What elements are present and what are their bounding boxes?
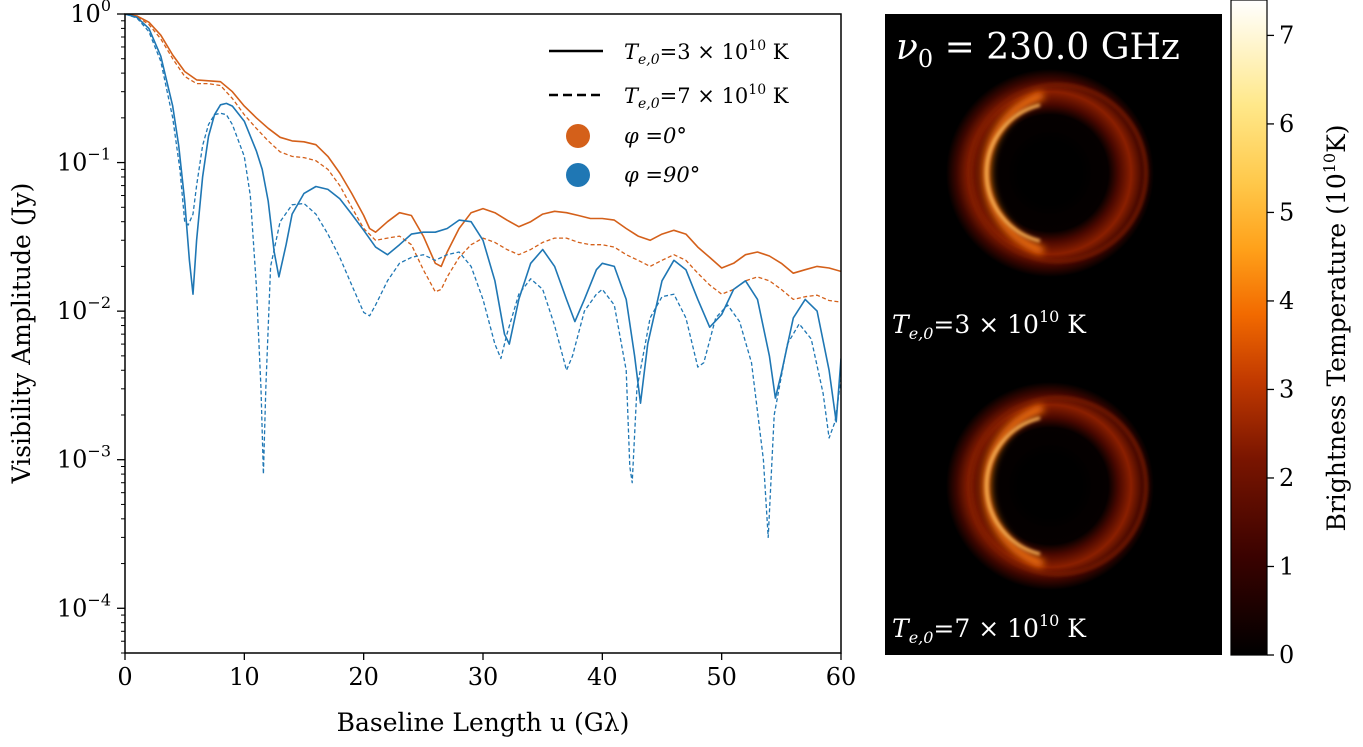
ring-image-te3 <box>946 69 1154 277</box>
x-tick-label: 60 <box>826 663 857 691</box>
series-line-3 <box>125 14 841 539</box>
colorbar-tick-label: 0 <box>1279 641 1294 669</box>
x-tick-label: 30 <box>468 663 499 691</box>
colorbar-frame <box>1230 0 1268 656</box>
colorbar-tick-label: 2 <box>1279 464 1294 492</box>
series-layer <box>125 14 841 539</box>
frequency-title: ν0 = 230.0 GHz <box>896 27 1180 73</box>
x-tick-label: 20 <box>348 663 379 691</box>
y-tick-label: 10−4 <box>57 590 111 622</box>
colorbar-gradient <box>1231 0 1267 655</box>
y-tick-label: 10−2 <box>57 293 111 325</box>
colorbar-tick-label: 6 <box>1279 110 1294 138</box>
colorbar-tick-label: 7 <box>1279 21 1294 49</box>
y-tick-label: 10−1 <box>57 145 111 177</box>
x-axis-ticks: 0 10 20 30 40 50 60 <box>117 653 856 691</box>
legend-entry-phi90: φ =90° <box>624 163 700 187</box>
y-axis-ticks: 100 10−1 10−2 10−3 10−4 <box>57 0 125 654</box>
legend-entry-phi0: φ =0° <box>624 124 687 148</box>
colorbar-tick-label: 1 <box>1279 552 1294 580</box>
ring-image-te7 <box>946 382 1154 590</box>
series-line-2 <box>125 14 841 423</box>
y-tick-label: 100 <box>70 0 111 28</box>
black-hole-image-panel: ν0 = 230.0 GHz Te,0=3 × 1010 K Te,0=7 × … <box>885 14 1222 655</box>
panel-label-te7: Te,0=7 × 1010 K <box>892 611 1087 647</box>
visibility-plot: 0 10 20 30 40 50 60 100 10−1 10−2 10−3 10−4 Baseli… <box>7 0 856 737</box>
series-line-1 <box>125 14 841 303</box>
colorbar-ticks: 0 1 2 3 4 5 6 7 <box>1267 21 1294 669</box>
series-line-0 <box>125 14 841 274</box>
legend-entry-te7: Te,0=7 × 1010 K <box>624 82 789 112</box>
x-tick-label: 10 <box>229 663 260 691</box>
legend-orange-marker <box>566 124 590 148</box>
colorbar-label: Brightness Temperature (1010K) <box>1320 124 1351 531</box>
plot-frame <box>124 13 842 654</box>
colorbar-tick-label: 5 <box>1279 198 1294 226</box>
y-tick-label: 10−3 <box>57 442 111 474</box>
colorbar: 0 1 2 3 4 5 6 7 Brightness Temperature (1010K) <box>1230 0 1351 669</box>
x-axis-label: Baseline Length u (Gλ) <box>337 708 630 737</box>
colorbar-tick-label: 4 <box>1279 287 1294 315</box>
colorbar-tick-label: 3 <box>1279 375 1294 403</box>
x-tick-label: 0 <box>117 663 132 691</box>
panel-label-te3: Te,0=3 × 1010 K <box>892 307 1087 343</box>
x-tick-label: 50 <box>706 663 737 691</box>
legend: Te,0=3 × 1010 K Te,0=7 × 1010 K φ =0° φ … <box>549 38 789 187</box>
x-tick-label: 40 <box>587 663 618 691</box>
legend-blue-marker <box>566 163 590 187</box>
legend-entry-te3: Te,0=3 × 1010 K <box>624 38 789 68</box>
y-axis-label: Visibility Amplitude (Jy) <box>7 183 36 485</box>
